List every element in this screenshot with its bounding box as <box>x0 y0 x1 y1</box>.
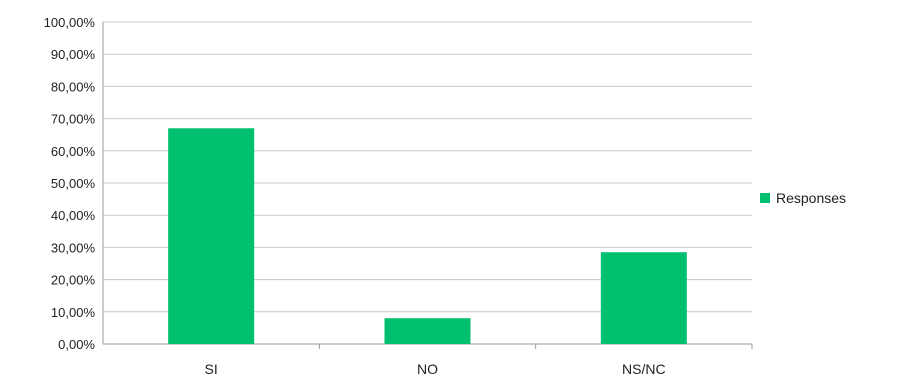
legend-label: Responses <box>776 190 846 206</box>
y-tick-label: 80,00% <box>51 79 96 94</box>
y-tick-label: 10,00% <box>51 305 96 320</box>
y-tick-label: 20,00% <box>51 273 96 288</box>
y-axis-ticks: 0,00% 10,00% 20,00% 30,00% 40,00% 50,00% 60,00… <box>44 15 96 352</box>
bar-si <box>168 128 255 344</box>
x-category-label: NO <box>417 361 438 377</box>
y-tick-label: 40,00% <box>51 208 96 223</box>
y-tick-label: 70,00% <box>51 112 96 127</box>
y-tick-label: 60,00% <box>51 144 96 159</box>
bar-ns-nc <box>600 252 687 344</box>
y-tick-label: 100,00% <box>44 15 96 30</box>
y-tick-label: 50,00% <box>51 176 96 191</box>
y-tick-label: 90,00% <box>51 47 96 62</box>
legend-swatch <box>760 193 770 203</box>
x-category-label: NS/NC <box>622 361 666 377</box>
y-tick-label: 0,00% <box>58 337 95 352</box>
bars <box>168 128 687 344</box>
legend: Responses <box>760 190 846 206</box>
y-tick-label: 30,00% <box>51 240 96 255</box>
x-category-label: SI <box>205 361 218 377</box>
x-axis-categories: SI NO NS/NC <box>205 361 666 377</box>
bar-no <box>384 318 471 344</box>
